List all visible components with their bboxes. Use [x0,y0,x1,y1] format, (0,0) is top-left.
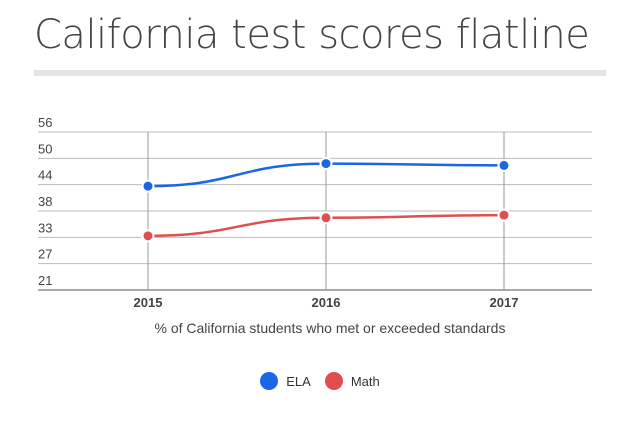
x-tick-label: 2017 [490,295,519,310]
legend-item-ela[interactable]: ELA [260,372,311,390]
title-divider [34,70,606,76]
legend-swatch-ela [260,372,279,390]
y-tick-label: 38 [38,194,52,209]
data-point-math [141,229,155,243]
legend-swatch-math [324,372,343,390]
x-axis-label: % of California students who met or exce… [155,320,506,336]
y-tick-label: 44 [38,168,52,183]
data-point-ela [141,179,155,193]
y-tick-label: 56 [38,115,52,130]
page-title: California test scores flatline [34,12,590,58]
y-tick-label: 33 [38,220,52,235]
data-point-ela [497,158,511,172]
data-point-math [319,211,333,225]
legend-item-math[interactable]: Math [324,372,380,390]
x-tick-label: 2015 [134,295,163,310]
legend-label-math: Math [350,373,380,389]
data-point-math [497,208,511,222]
legend: ELA Math [0,372,640,390]
data-point-ela [319,157,333,171]
legend-label-ela: ELA [286,373,311,389]
x-tick-label: 2016 [312,295,341,310]
y-tick-label: 50 [38,141,52,156]
y-tick-label: 27 [38,247,52,262]
y-tick-label: 21 [38,273,52,288]
